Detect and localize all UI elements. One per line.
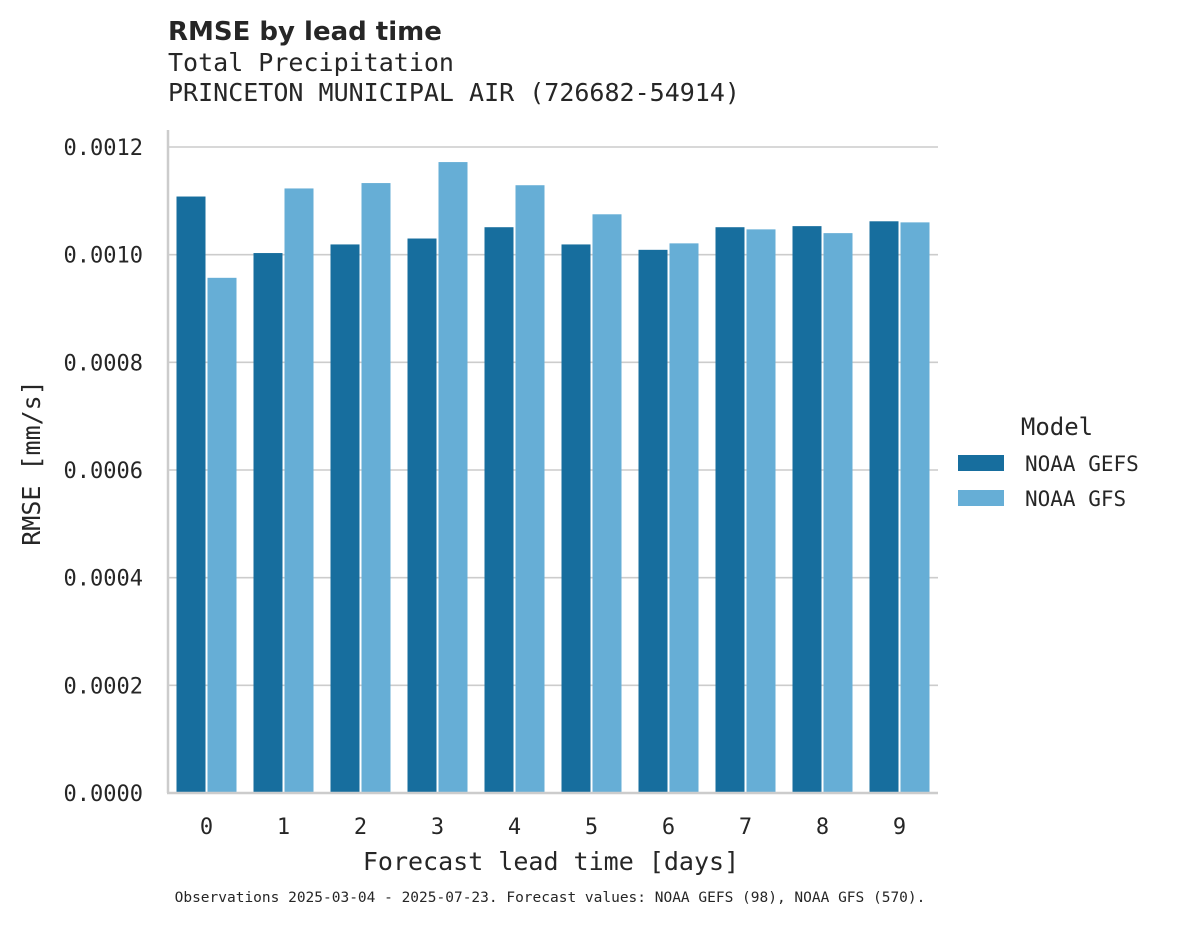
x-tick-label: 0: [200, 815, 213, 840]
x-axis-label: Forecast lead time [days]: [363, 847, 739, 876]
legend-title: Model: [1021, 413, 1093, 441]
bar-noaa-gfs-3: [438, 162, 468, 793]
legend-swatch-noaa-gfs: [958, 490, 1004, 506]
y-tick-label: 0.0012: [64, 136, 143, 161]
bar-noaa-gfs-5: [592, 214, 622, 793]
chart-subtitle-line-2: PRINCETON MUNICIPAL AIR (726682-54914): [168, 78, 740, 107]
y-tick-label: 0.0000: [64, 782, 143, 807]
bar-noaa-gfs-7: [746, 229, 776, 794]
bar-noaa-gfs-8: [823, 233, 853, 794]
x-tick-label: 2: [354, 815, 367, 840]
y-axis-label: RMSE [mm/s]: [17, 380, 46, 546]
bar-noaa-gefs-8: [792, 226, 822, 793]
grid-lines: [168, 146, 938, 687]
x-tick-label: 9: [893, 815, 906, 840]
bar-noaa-gefs-5: [561, 244, 591, 793]
bar-noaa-gfs-1: [284, 188, 314, 793]
bar-noaa-gfs-2: [361, 183, 391, 793]
chart-subtitle-line-1: Total Precipitation: [168, 48, 454, 77]
bar-noaa-gefs-3: [407, 238, 437, 793]
legend-label-noaa-gfs: NOAA GFS: [1025, 487, 1126, 511]
bar-noaa-gefs-2: [330, 244, 360, 793]
bar-noaa-gefs-9: [869, 221, 899, 794]
bar-noaa-gfs-4: [515, 185, 545, 793]
x-tick-label: 6: [662, 815, 675, 840]
bar-noaa-gefs-7: [715, 227, 745, 793]
legend: Model NOAA GEFS NOAA GFS: [958, 413, 1139, 511]
bar-noaa-gefs-0: [176, 196, 206, 793]
footnote: Observations 2025-03-04 - 2025-07-23. Fo…: [174, 890, 926, 906]
x-tick-label: 1: [277, 815, 290, 840]
y-tick-label: 0.0004: [64, 567, 143, 592]
legend-label-noaa-gefs: NOAA GEFS: [1025, 452, 1139, 476]
y-tick-label: 0.0010: [64, 244, 143, 269]
legend-swatch-noaa-gefs: [958, 455, 1004, 471]
bar-noaa-gefs-1: [253, 253, 283, 794]
bar-noaa-gefs-6: [638, 249, 668, 794]
x-tick-label: 7: [739, 815, 752, 840]
x-tick-label: 3: [431, 815, 444, 840]
bar-noaa-gfs-9: [900, 222, 930, 793]
x-tick-label: 5: [585, 815, 598, 840]
x-tick-labels: 0 1 2 3 4 5 6 7 8 9: [200, 815, 906, 840]
bar-noaa-gfs-6: [669, 243, 699, 793]
y-tick-labels: 0.0000 0.0002 0.0004 0.0006 0.0008 0.0010 0.00…: [64, 136, 143, 807]
bar-noaa-gefs-4: [484, 227, 514, 793]
y-tick-label: 0.0002: [64, 674, 143, 699]
bars: [176, 162, 930, 794]
bar-noaa-gfs-0: [207, 277, 237, 793]
x-tick-label: 4: [508, 815, 521, 840]
y-tick-label: 0.0008: [64, 351, 143, 376]
chart-title: RMSE by lead time: [168, 17, 442, 47]
y-tick-label: 0.0006: [64, 459, 143, 484]
axes: [166, 130, 938, 795]
x-tick-label: 8: [816, 815, 829, 840]
title-block: RMSE by lead time Total Precipitation PR…: [168, 16, 740, 108]
